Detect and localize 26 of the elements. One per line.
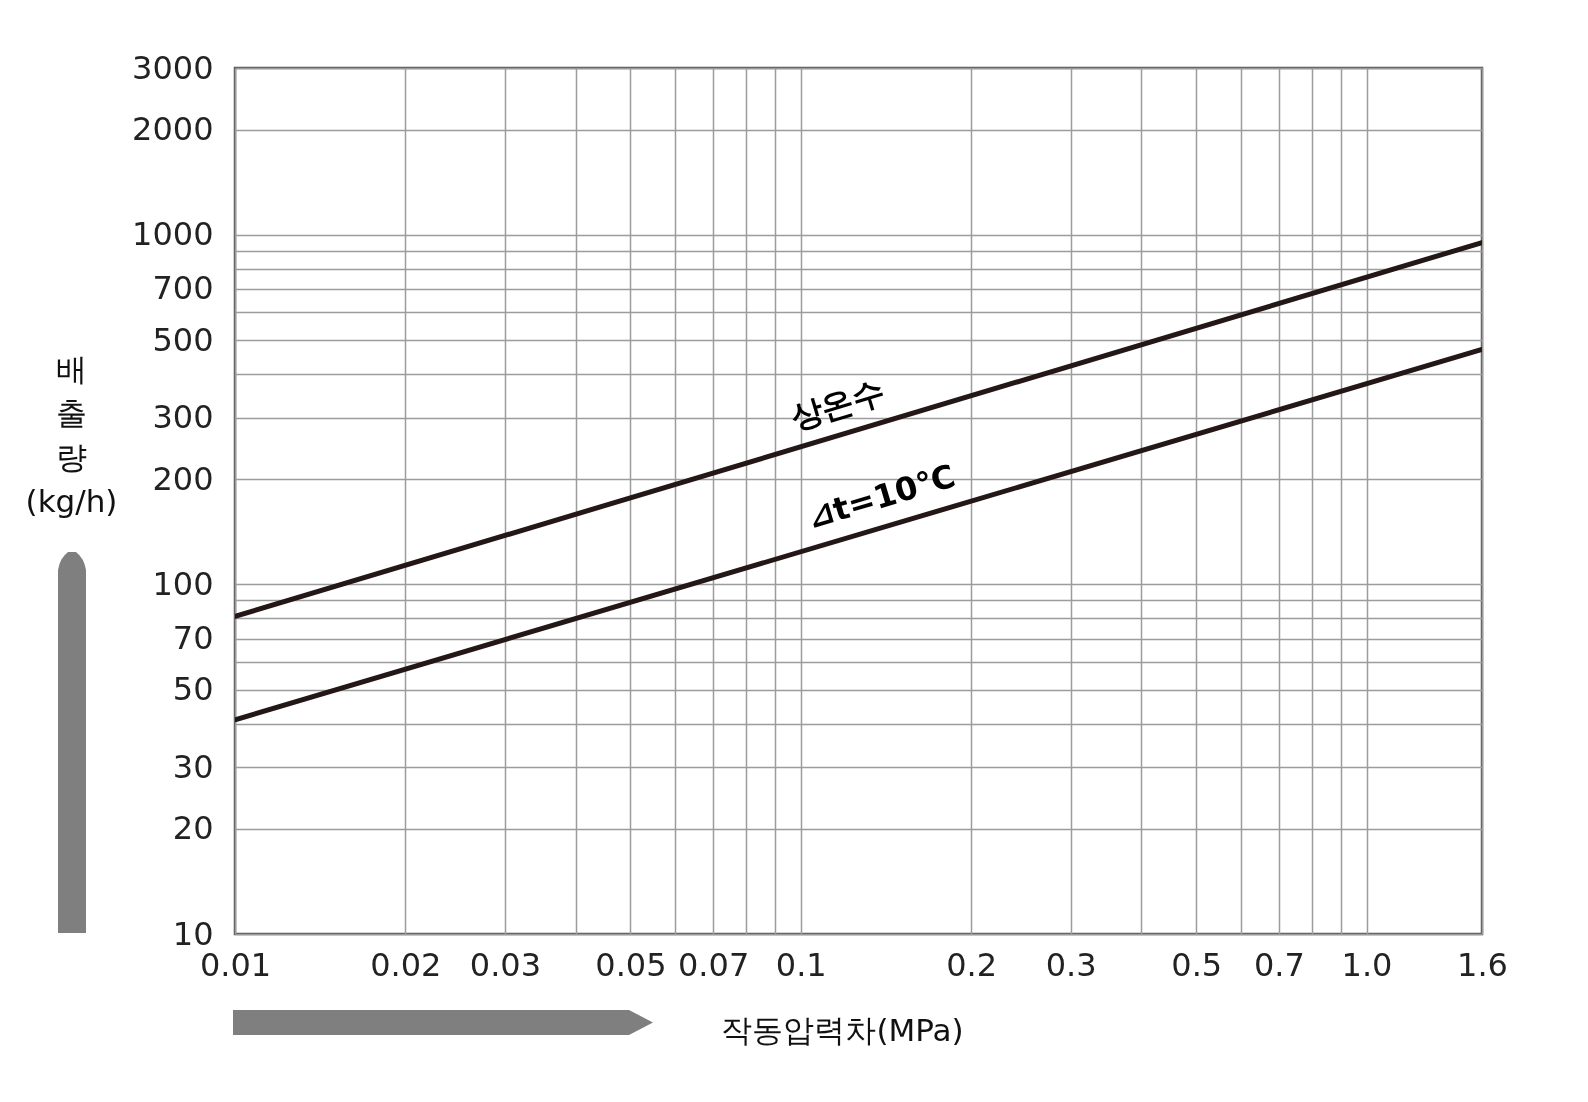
- x-tick-label: 0.7: [1253, 945, 1305, 984]
- y-tick-label: 700: [152, 269, 214, 308]
- y-tick-label: 3000: [132, 48, 214, 87]
- y-tick-label: 100: [152, 564, 214, 603]
- x-tick-label: 0.1: [775, 945, 827, 984]
- y-tick-label: 20: [172, 809, 214, 848]
- y-tick-label: 2000: [132, 110, 214, 149]
- y-tick-label: 30: [172, 747, 214, 786]
- x-tick-label: 1.0: [1341, 945, 1393, 984]
- x-tick-label: 0.07: [678, 945, 750, 984]
- y-tick-label: 50: [172, 670, 214, 709]
- y-axis-title: 배출량 (kg/h): [25, 350, 118, 519]
- x-tick-label: 1.6: [1457, 945, 1508, 984]
- x-axis-title: 작동압력차(MPa): [721, 1011, 964, 1048]
- x-tick-label: 0.02: [370, 945, 442, 984]
- x-tick-label: 0.05: [595, 945, 667, 984]
- x-tick-label: 0.3: [1045, 945, 1097, 984]
- y-tick-label: 70: [172, 619, 214, 658]
- y-tick-label: 1000: [132, 215, 214, 254]
- y-tick-label: 500: [152, 320, 214, 359]
- y-tick-label: 200: [152, 459, 214, 498]
- x-tick-label: 0.5: [1171, 945, 1223, 984]
- text: 상온수: [785, 372, 889, 437]
- x-tick-label: 0.03: [469, 945, 542, 984]
- y-tick-label: 300: [152, 398, 214, 437]
- x-tick-label: 0.2: [946, 945, 998, 984]
